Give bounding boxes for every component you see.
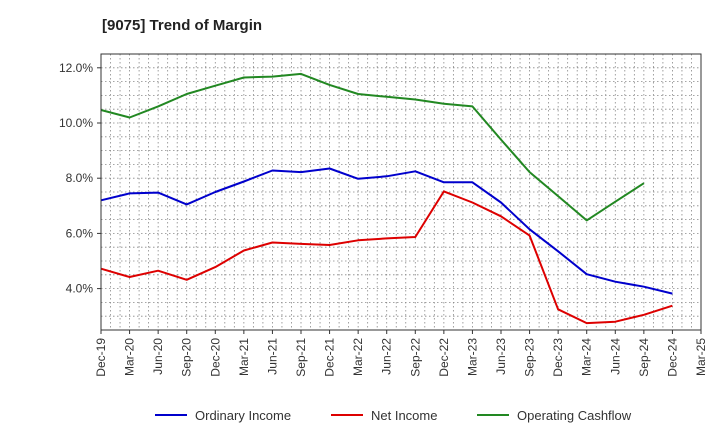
series-line-ordinary-income <box>100 167 673 295</box>
x-tick-label: Dec-20 <box>208 338 222 377</box>
x-tick-label: Mar-24 <box>580 338 594 376</box>
x-tick-label: Dec-21 <box>323 338 337 377</box>
y-tick-label: 12.0% <box>59 61 93 75</box>
x-tick-label: Mar-25 <box>694 338 708 376</box>
x-tick-label: Mar-22 <box>351 338 365 376</box>
x-tick-label: Mar-20 <box>123 338 137 376</box>
y-tick-label: 6.0% <box>66 226 94 240</box>
x-tick-label: Jun-24 <box>608 338 622 375</box>
series-lines <box>100 72 673 325</box>
x-tick-label: Sep-22 <box>408 338 422 377</box>
y-axis-ticks: 4.0% 6.0% 8.0% 10.0% 12.0% <box>59 61 101 296</box>
x-tick-label: Jun-22 <box>380 338 394 375</box>
x-tick-label: Dec-23 <box>551 338 565 377</box>
legend: Ordinary Income Net Income Operating Cashf… <box>155 408 632 423</box>
y-tick-label: 4.0% <box>66 282 94 296</box>
legend-label-net-income: Net Income <box>371 408 437 423</box>
x-tick-label: Mar-21 <box>237 338 251 376</box>
x-tick-label: Dec-24 <box>665 338 679 377</box>
y-tick-label: 10.0% <box>59 116 93 130</box>
legend-label-ordinary-income: Ordinary Income <box>195 408 291 423</box>
x-axis-ticks: Dec-19 Mar-20 Jun-20 Sep-20 Dec-20 Mar-21 Jun-… <box>94 330 708 377</box>
x-tick-label: Mar-23 <box>465 338 479 376</box>
x-tick-label: Jun-23 <box>494 338 508 375</box>
series-line-net-income <box>100 190 673 325</box>
x-tick-label: Jun-20 <box>151 338 165 375</box>
grid-lines <box>101 54 701 330</box>
x-tick-label: Dec-19 <box>94 338 108 377</box>
x-tick-label: Sep-20 <box>180 338 194 377</box>
x-tick-label: Sep-23 <box>523 338 537 377</box>
plot-border <box>100 53 702 331</box>
y-tick-label: 8.0% <box>66 171 94 185</box>
x-tick-label: Sep-24 <box>637 338 651 377</box>
chart-title: [9075] Trend of Margin <box>102 17 262 34</box>
x-tick-label: Dec-22 <box>437 338 451 377</box>
legend-label-operating-cashflow: Operating Cashflow <box>517 408 632 423</box>
x-tick-label: Sep-21 <box>294 338 308 377</box>
x-tick-label: Jun-21 <box>265 338 279 375</box>
series-line-operating-cashflow <box>100 72 645 222</box>
